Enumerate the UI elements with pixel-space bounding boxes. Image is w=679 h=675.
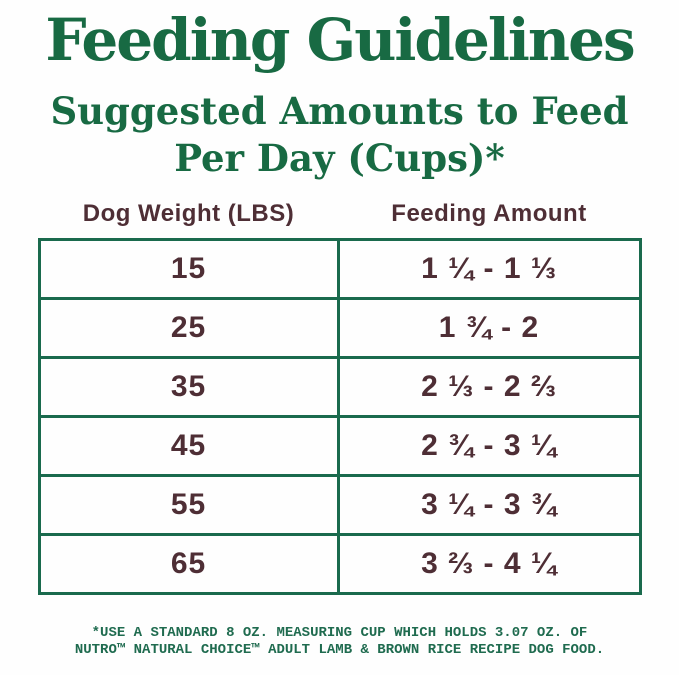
footnote-line-1: *USE A STANDARD 8 OZ. MEASURING CUP WHIC… xyxy=(91,625,588,641)
amount-cell: 2 ⅓ - 2 ⅔ xyxy=(336,356,642,418)
amount-cell: 3 ⅔ - 4 ¼ xyxy=(336,533,642,595)
amount-cell: 1 ¾ - 2 xyxy=(336,297,642,359)
header-feeding-amount: Feeding Amount xyxy=(391,200,587,227)
subtitle-line-2: Per Day (Cups)* xyxy=(174,136,505,180)
weight-cell: 45 xyxy=(37,415,340,477)
table-row: 45 2 ¾ - 3 ¼ xyxy=(37,415,642,477)
table-row: 65 3 ⅔ - 4 ¼ xyxy=(37,533,642,595)
feeding-table: 15 1 ¼ - 1 ⅓ 25 1 ¾ - 2 35 2 ⅓ - 2 ⅔ 45 … xyxy=(37,238,642,595)
table-row: 25 1 ¾ - 2 xyxy=(37,297,642,359)
column-headers: Dog Weight (LBS) Feeding Amount xyxy=(39,198,640,230)
table-row: 35 2 ⅓ - 2 ⅔ xyxy=(37,356,642,418)
amount-cell: 2 ¾ - 3 ¼ xyxy=(336,415,642,477)
weight-cell: 55 xyxy=(37,474,340,536)
page-subtitle: Suggested Amounts to Feed Per Day (Cups)… xyxy=(50,88,628,182)
weight-cell: 25 xyxy=(37,297,340,359)
amount-cell: 1 ¼ - 1 ⅓ xyxy=(336,238,642,300)
weight-cell: 35 xyxy=(37,356,340,418)
page-title: Feeding Guidelines xyxy=(45,6,635,74)
footnote-line-2: NUTRO™ NATURAL CHOICE™ ADULT LAMB & BROW… xyxy=(74,642,605,658)
header-dog-weight: Dog Weight (LBS) xyxy=(82,200,295,227)
amount-cell: 3 ¼ - 3 ¾ xyxy=(336,474,642,536)
weight-cell: 15 xyxy=(37,238,340,300)
weight-cell: 65 xyxy=(37,533,340,595)
footnote: *USE A STANDARD 8 OZ. MEASURING CUP WHIC… xyxy=(75,625,604,659)
table-row: 15 1 ¼ - 1 ⅓ xyxy=(37,238,642,300)
table-row: 55 3 ¼ - 3 ¾ xyxy=(37,474,642,536)
subtitle-line-1: Suggested Amounts to Feed xyxy=(50,89,629,133)
